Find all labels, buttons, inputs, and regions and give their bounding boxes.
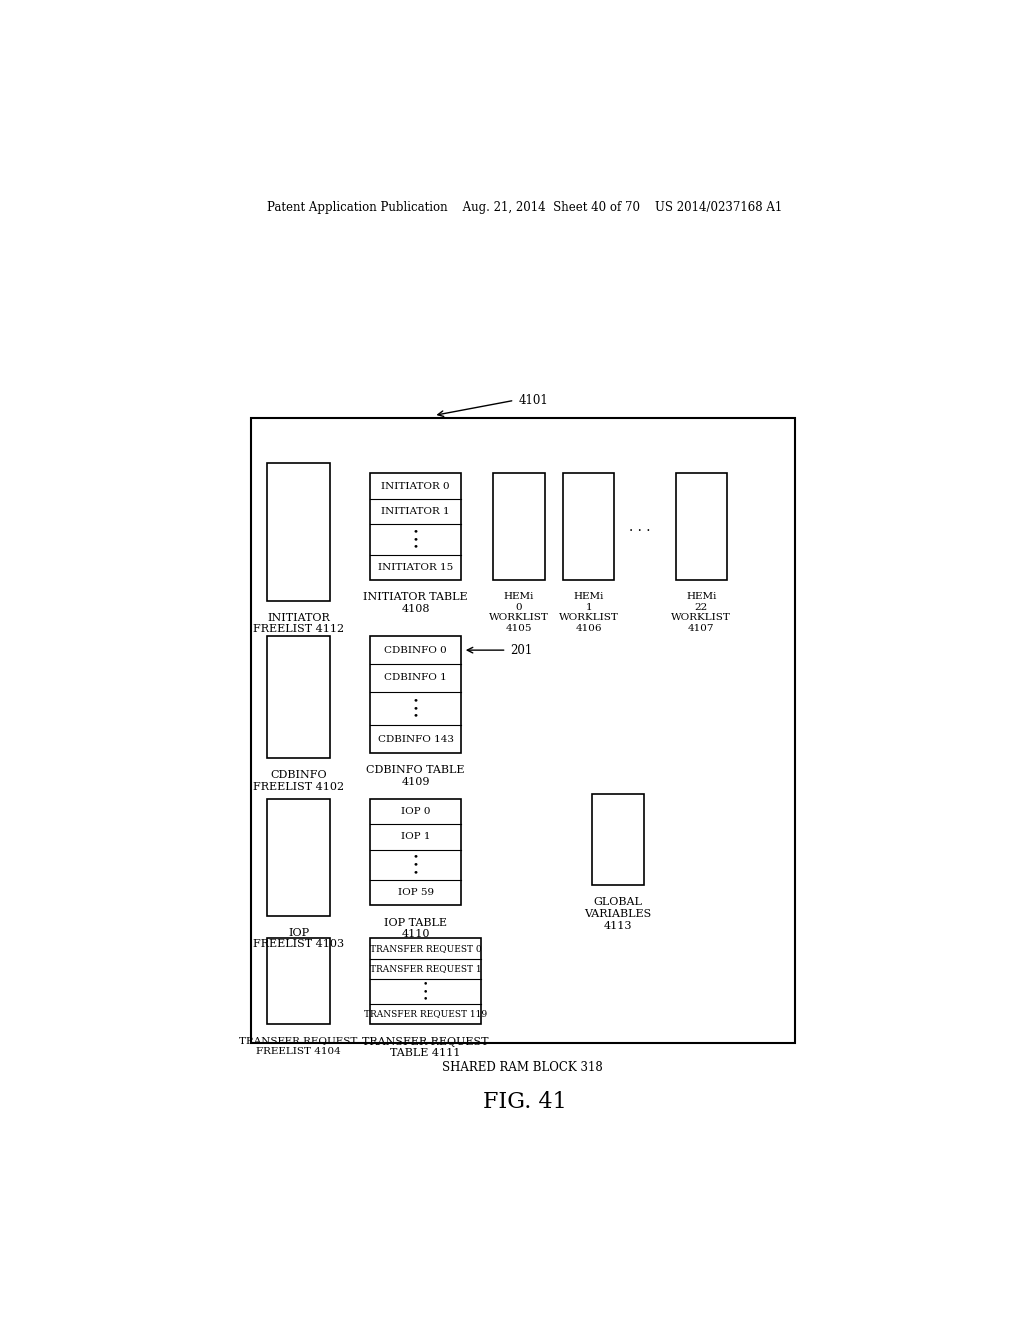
Text: IOP TABLE
4110: IOP TABLE 4110 <box>384 917 447 940</box>
Bar <box>370 939 481 1024</box>
Text: •
•
•: • • • <box>413 853 419 876</box>
Text: CDBINFO 1: CDBINFO 1 <box>384 673 447 682</box>
Bar <box>267 799 331 916</box>
Bar <box>676 474 727 581</box>
Text: TRANSFER REQUEST 119: TRANSFER REQUEST 119 <box>365 1010 487 1019</box>
Text: •
•
•: • • • <box>413 697 419 721</box>
Bar <box>267 463 331 601</box>
Bar <box>267 939 331 1024</box>
Bar <box>494 474 545 581</box>
Bar <box>370 474 461 581</box>
Text: INITIATOR 15: INITIATOR 15 <box>378 564 454 572</box>
Text: INITIATOR
FREELIST 4112: INITIATOR FREELIST 4112 <box>253 612 344 635</box>
Text: TRANSFER REQUEST
TABLE 4111: TRANSFER REQUEST TABLE 4111 <box>362 1036 488 1059</box>
Text: SHARED RAM BLOCK 318: SHARED RAM BLOCK 318 <box>442 1061 603 1074</box>
Text: IOP
FREELIST 4103: IOP FREELIST 4103 <box>253 928 344 949</box>
Text: CDBINFO 143: CDBINFO 143 <box>378 734 454 743</box>
Bar <box>592 793 644 886</box>
Bar <box>267 636 331 758</box>
Text: HEMi
22
WORKLIST
4107: HEMi 22 WORKLIST 4107 <box>672 593 731 632</box>
Text: FIG. 41: FIG. 41 <box>483 1090 566 1113</box>
Text: HEMi
0
WORKLIST
4105: HEMi 0 WORKLIST 4105 <box>488 593 549 632</box>
Text: IOP 59: IOP 59 <box>397 888 434 898</box>
Text: Patent Application Publication    Aug. 21, 2014  Sheet 40 of 70    US 2014/02371: Patent Application Publication Aug. 21, … <box>267 201 782 214</box>
Text: INITIATOR TABLE
4108: INITIATOR TABLE 4108 <box>364 593 468 614</box>
Text: CDBINFO
FREELIST 4102: CDBINFO FREELIST 4102 <box>253 771 344 792</box>
Bar <box>563 474 614 581</box>
Text: . . .: . . . <box>629 520 650 535</box>
Text: INITIATOR 1: INITIATOR 1 <box>381 507 450 516</box>
Text: GLOBAL
VARIABLES
4113: GLOBAL VARIABLES 4113 <box>585 898 651 931</box>
Text: IOP 0: IOP 0 <box>401 807 430 816</box>
Text: TRANSFER REQUEST 1: TRANSFER REQUEST 1 <box>370 965 481 973</box>
Text: •
•
•: • • • <box>423 979 428 1003</box>
Text: TRANSFER REQUEST
FREELIST 4104: TRANSFER REQUEST FREELIST 4104 <box>240 1036 357 1056</box>
Text: IOP 1: IOP 1 <box>401 833 430 841</box>
Text: TRANSFER REQUEST 0: TRANSFER REQUEST 0 <box>370 944 481 953</box>
Text: INITIATOR 0: INITIATOR 0 <box>381 482 450 491</box>
Text: CDBINFO TABLE
4109: CDBINFO TABLE 4109 <box>367 766 465 787</box>
Text: CDBINFO 0: CDBINFO 0 <box>384 645 447 655</box>
Text: HEMi
1
WORKLIST
4106: HEMi 1 WORKLIST 4106 <box>559 593 618 632</box>
Text: •
•
•: • • • <box>413 528 419 552</box>
Bar <box>370 799 461 906</box>
Text: 201: 201 <box>511 644 532 656</box>
Bar <box>370 636 461 752</box>
Bar <box>251 417 795 1043</box>
Text: 4101: 4101 <box>518 393 548 407</box>
